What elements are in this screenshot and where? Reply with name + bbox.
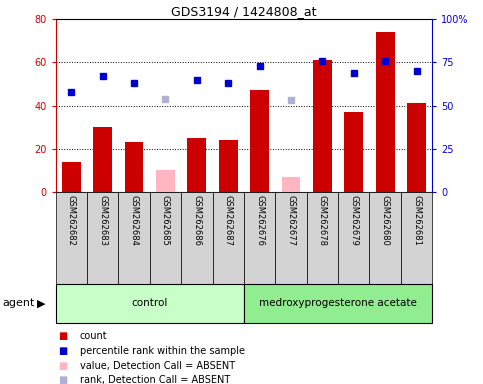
Bar <box>275 192 307 284</box>
Text: GSM262676: GSM262676 <box>255 195 264 246</box>
Bar <box>219 140 238 192</box>
Bar <box>338 192 369 284</box>
Bar <box>344 112 363 192</box>
Text: GSM262682: GSM262682 <box>67 195 76 246</box>
Text: GSM262679: GSM262679 <box>349 195 358 246</box>
Text: GSM262680: GSM262680 <box>381 195 390 246</box>
Bar <box>213 192 244 284</box>
Bar <box>87 192 118 284</box>
Bar <box>401 192 432 284</box>
Bar <box>93 127 112 192</box>
Bar <box>181 192 213 284</box>
Bar <box>56 192 87 284</box>
Text: GSM262683: GSM262683 <box>98 195 107 246</box>
Bar <box>376 32 395 192</box>
Text: GSM262681: GSM262681 <box>412 195 421 246</box>
Text: GSM262677: GSM262677 <box>286 195 296 246</box>
Text: ■: ■ <box>58 331 67 341</box>
Bar <box>250 91 269 192</box>
Bar <box>156 170 175 192</box>
Text: ▶: ▶ <box>37 298 46 308</box>
Bar <box>244 284 432 323</box>
Bar <box>407 103 426 192</box>
Text: GSM262687: GSM262687 <box>224 195 233 246</box>
Text: control: control <box>131 298 168 308</box>
Text: ■: ■ <box>58 375 67 384</box>
Text: GSM262678: GSM262678 <box>318 195 327 246</box>
Text: count: count <box>80 331 107 341</box>
Bar <box>187 138 206 192</box>
Text: medroxyprogesterone acetate: medroxyprogesterone acetate <box>259 298 417 308</box>
Bar <box>118 192 150 284</box>
Bar <box>150 192 181 284</box>
Bar <box>56 284 244 323</box>
Title: GDS3194 / 1424808_at: GDS3194 / 1424808_at <box>171 5 317 18</box>
Bar <box>313 60 332 192</box>
Text: agent: agent <box>2 298 35 308</box>
Text: value, Detection Call = ABSENT: value, Detection Call = ABSENT <box>80 361 235 371</box>
Bar <box>282 177 300 192</box>
Bar <box>62 162 81 192</box>
Text: ■: ■ <box>58 346 67 356</box>
Text: percentile rank within the sample: percentile rank within the sample <box>80 346 245 356</box>
Bar <box>307 192 338 284</box>
Text: GSM262685: GSM262685 <box>161 195 170 246</box>
Bar <box>125 142 143 192</box>
Text: ■: ■ <box>58 361 67 371</box>
Text: GSM262684: GSM262684 <box>129 195 139 246</box>
Text: rank, Detection Call = ABSENT: rank, Detection Call = ABSENT <box>80 375 230 384</box>
Bar <box>244 192 275 284</box>
Bar <box>369 192 401 284</box>
Text: GSM262686: GSM262686 <box>192 195 201 246</box>
